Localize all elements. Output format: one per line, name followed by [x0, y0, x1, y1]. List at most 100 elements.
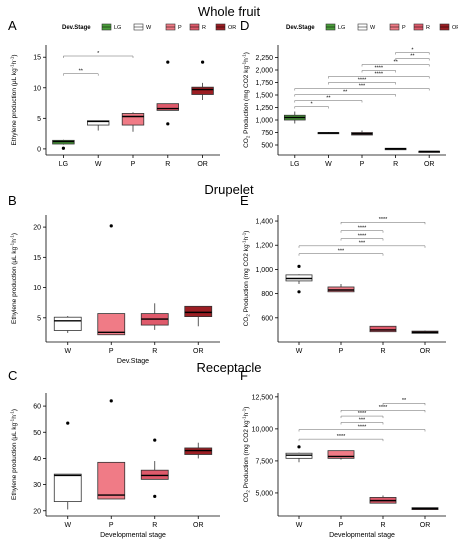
significance-label: *** — [359, 417, 366, 423]
y-axis-title-part: Production (mg CO2 kg — [243, 420, 250, 490]
y-axis-title-part: CO — [243, 493, 250, 503]
box-R — [369, 325, 397, 333]
x-tick-label: OR — [420, 522, 431, 529]
x-tick-label: R — [165, 161, 170, 168]
panel-letter: B — [8, 193, 17, 208]
y-axis-title-part: Ethylene production (μL kg — [11, 246, 18, 324]
significance-bracket — [340, 238, 384, 241]
y-tick-label: 50 — [33, 430, 41, 437]
panel-letter: F — [240, 368, 248, 383]
y-axis-title-superscript: -1 — [10, 411, 15, 415]
legend-label: P — [178, 25, 182, 31]
y-axis-title-part: ) — [243, 407, 250, 409]
row-title-receptacle: Receptacle — [196, 360, 261, 375]
box-OR — [191, 86, 214, 95]
y-axis-title-part: ) — [11, 54, 18, 56]
significance-label: *** — [359, 83, 366, 89]
y-tick-label: 1,000 — [255, 118, 273, 125]
outlier-point — [297, 290, 301, 294]
significance-bracket — [298, 429, 426, 432]
box-R — [156, 103, 179, 111]
y-tick-label: 500 — [261, 143, 273, 150]
box-P — [121, 113, 145, 126]
x-tick-label: OR — [193, 348, 204, 355]
y-axis-title: CO2 Production (mg CO2 kg-1h-1) — [242, 407, 251, 503]
significance-label: * — [97, 51, 100, 57]
outlier-point — [153, 438, 157, 442]
panel-letter: D — [240, 18, 249, 33]
x-tick-label: W — [95, 161, 102, 168]
outlier-point — [153, 494, 157, 498]
y-tick-label: 2,250 — [255, 55, 273, 62]
outlier-point — [109, 224, 113, 228]
outlier-point — [166, 60, 170, 64]
x-tick-label: OR — [420, 348, 431, 355]
significance-bracket — [63, 73, 99, 76]
y-axis-title-part: Production (mg CO2 kg — [243, 244, 250, 314]
y-tick-label: 40 — [33, 456, 41, 463]
significance-bracket — [294, 106, 329, 109]
y-axis-title-superscript: -1 — [242, 232, 247, 236]
y-axis-title: CO2 Production (mg CO2 kg-1h-1) — [242, 52, 251, 148]
significance-bracket — [328, 82, 396, 85]
y-axis-title-part: h — [243, 58, 250, 62]
y-axis-title: Ethylene production (μL kg-1h-1) — [10, 233, 19, 324]
significance-label: **** — [375, 71, 384, 77]
x-tick-label: W — [325, 161, 332, 168]
y-axis-title-part: CO — [243, 138, 250, 148]
significance-label: ** — [326, 95, 331, 101]
y-tick-label: 10,000 — [252, 426, 274, 433]
x-tick-label: R — [380, 522, 385, 529]
y-tick-label: 10 — [33, 85, 41, 92]
x-tick-label: P — [339, 522, 344, 529]
panel-letter: A — [8, 18, 17, 33]
y-tick-label: 0 — [37, 146, 41, 153]
significance-bracket — [340, 422, 384, 425]
x-tick-label: W — [64, 348, 71, 355]
y-tick-label: 12,500 — [252, 394, 274, 401]
y-tick-label: 1,200 — [255, 243, 273, 250]
x-tick-label: P — [339, 348, 344, 355]
y-tick-label: 1,000 — [255, 267, 273, 274]
significance-bracket — [294, 100, 363, 103]
y-tick-label: 15 — [33, 255, 41, 262]
x-tick-label: R — [152, 348, 157, 355]
significance-label: **** — [337, 434, 346, 440]
significance-label: ** — [393, 59, 398, 65]
panel-F: F 5,000 7,500 10,000 12,500 W P R OR Developmenta… — [240, 368, 446, 539]
x-tick-label: OR — [193, 522, 204, 529]
y-tick-label: 20 — [33, 508, 41, 515]
legend-label: P — [402, 25, 406, 31]
significance-bracket — [340, 222, 426, 225]
significance-label: **** — [358, 233, 367, 239]
x-tick-label: LG — [59, 161, 68, 168]
y-axis-title-part: ) — [11, 233, 18, 235]
box-OR — [184, 305, 213, 318]
significance-bracket — [340, 230, 384, 233]
significance-bracket — [361, 64, 430, 67]
significance-label: **** — [358, 411, 367, 417]
y-axis-title-part: h — [11, 415, 18, 419]
x-tick-label: W — [296, 348, 303, 355]
x-axis-title: Developmental stage — [329, 532, 395, 539]
panel-E: E 600 800 1,000 1,200 1,400 W P R OR CO2 Productio… — [240, 193, 446, 355]
outlier-point — [297, 445, 301, 449]
significance-bracket — [63, 55, 134, 58]
significance-bracket — [328, 76, 430, 79]
legend-whole-fruit-d: Dev.Stage LG W P R OR — [286, 23, 458, 31]
x-tick-label: OR — [197, 161, 208, 168]
significance-bracket — [395, 52, 430, 55]
y-tick-label: 800 — [261, 291, 273, 298]
x-tick-label: P — [109, 522, 114, 529]
panel-letter: C — [8, 368, 17, 383]
x-tick-label: R — [393, 161, 398, 168]
y-tick-label: 1,750 — [255, 80, 273, 87]
legend-label: OR — [228, 25, 236, 31]
y-axis-title: CO2 Production (mg CO2 kg-1h-1) — [242, 231, 251, 327]
legend-label: LG — [338, 25, 345, 31]
y-tick-label: 20 — [33, 225, 41, 232]
legend-label: R — [202, 25, 206, 31]
y-axis-title-subscript: 2 — [246, 490, 251, 493]
outlier-point — [61, 146, 65, 150]
